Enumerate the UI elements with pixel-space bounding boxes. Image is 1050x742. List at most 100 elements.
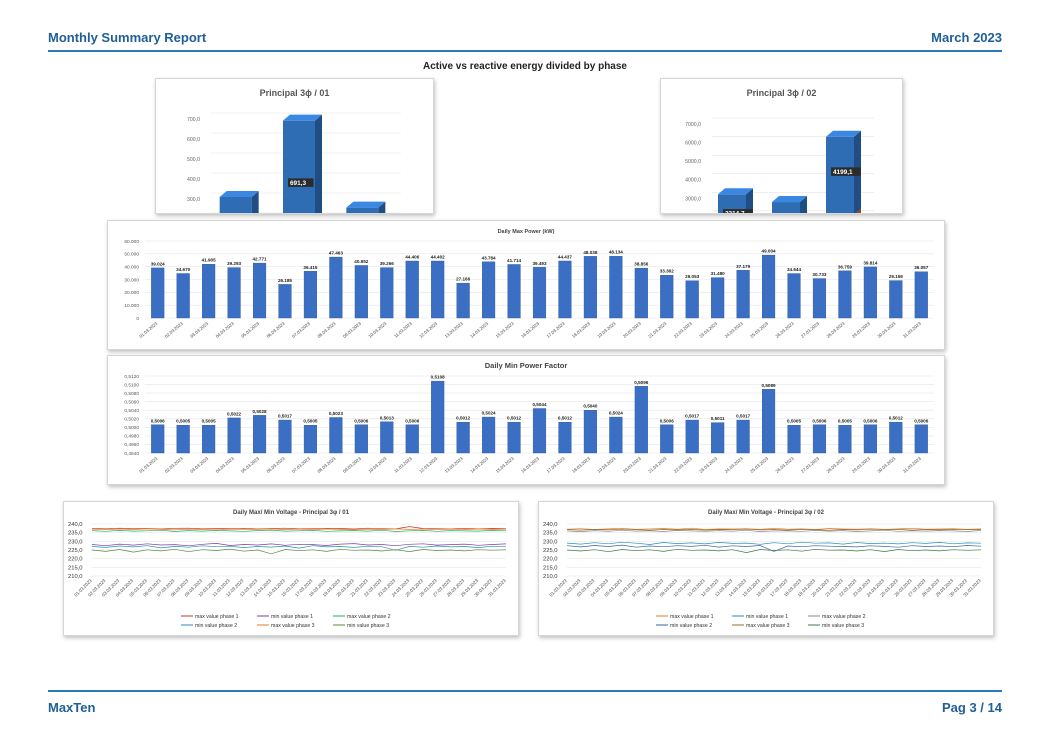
bar	[431, 260, 445, 319]
y-tick-label: 300,0	[187, 197, 200, 203]
bar	[889, 280, 903, 319]
x-tick-label: 10.03.2023	[367, 321, 387, 339]
x-tick-label: 23.03.2023	[698, 456, 718, 474]
x-tick-label: 04.03.2023	[215, 456, 235, 474]
data-label: 27.166	[456, 277, 470, 282]
legend-entry: max value phase 1	[670, 614, 714, 620]
data-label-bg	[831, 167, 861, 176]
data-label: 40.952	[354, 259, 368, 264]
data-label: 0,5024	[609, 411, 623, 416]
x-tick-label: 30.03.2023	[876, 321, 896, 339]
data-label: 0,5028	[253, 409, 267, 414]
bar-side	[746, 188, 753, 213]
x-tick-label: 26.03.2023	[775, 321, 795, 339]
chart-title: Daily Max/ Min Voltage - Principal 3φ / …	[708, 510, 825, 516]
data-label: 691,3	[290, 180, 306, 187]
bar	[329, 256, 343, 319]
data-label: 0,5017	[736, 414, 750, 419]
x-tick-label: 12.03.2023	[418, 321, 438, 339]
x-tick-label: 29.03.2023	[851, 321, 871, 339]
x-tick-label: 22.03.2023	[673, 321, 693, 339]
data-label: 30.733	[812, 272, 826, 277]
x-tick-label: 03.03.2023	[189, 456, 209, 474]
page-header: Monthly Summary Report March 2023	[48, 30, 1002, 52]
data-label: 29.053	[685, 274, 699, 279]
bar-top	[772, 196, 807, 203]
series-line-3	[91, 529, 507, 532]
bar	[507, 421, 521, 454]
bar	[303, 271, 317, 319]
y-tick-label: 215,0	[68, 565, 83, 571]
data-label: 39.293	[227, 261, 241, 266]
bar	[431, 380, 445, 454]
x-tick-label: 13.03.2023	[444, 456, 464, 474]
footer-brand: MaxTen	[48, 700, 96, 715]
data-label: 0,5013	[380, 415, 394, 420]
bar	[456, 282, 470, 319]
data-label: 44.437	[558, 254, 572, 259]
data-label: 0,5006	[660, 418, 674, 423]
bar	[787, 424, 801, 454]
voltage-chart-panel-01: Daily Max/ Min Voltage - Principal 3φ / …	[63, 501, 519, 636]
x-tick-label: 14.03.2023	[469, 456, 489, 474]
bar-top	[718, 188, 753, 195]
data-label: 39.266	[380, 261, 394, 266]
x-tick-label: 24.03.2023	[724, 321, 744, 339]
legend-entry: min value phase 3	[347, 623, 389, 629]
chart-title: Principal 3ɸ / 01	[260, 88, 330, 98]
y-tick-label: 0	[136, 316, 139, 322]
chart-title: Daily Max/ Min Voltage - Principal 3φ / …	[233, 510, 350, 516]
y-tick-label: 700,0	[187, 117, 200, 123]
page-footer: MaxTen Pag 3 / 14	[48, 690, 1002, 716]
y-tick-label: 210,0	[68, 574, 83, 580]
data-label-bg	[288, 178, 314, 187]
y-tick-label: 10.000	[124, 303, 139, 309]
x-tick-label: 28.03.2023	[826, 321, 846, 339]
bar-top	[826, 130, 861, 137]
legend-entry: max value phase 2	[822, 614, 866, 620]
bar	[660, 274, 674, 319]
bar	[303, 424, 317, 454]
bar	[151, 424, 165, 454]
y-tick-label: 0,4960	[124, 442, 139, 448]
x-tick-label: 21.03.2023	[647, 321, 667, 339]
bar-segment-active	[772, 202, 800, 213]
y-tick-label: 225,0	[543, 548, 558, 554]
section-title: Active vs reactive energy divided by pha…	[423, 61, 627, 72]
voltage-chart-01: Daily Max/ Min Voltage - Principal 3φ / …	[68, 510, 507, 629]
data-label: 0,5006	[914, 418, 928, 423]
chart-title: Daily Max Power (kW)	[498, 229, 555, 235]
y-tick-label: 220,0	[68, 557, 83, 563]
bar	[812, 424, 827, 454]
y-tick-label: 220,0	[543, 557, 558, 563]
data-label: 0,5022	[227, 411, 241, 416]
x-tick-label: 11.03.2023	[393, 321, 413, 339]
data-label: 37.179	[736, 264, 750, 269]
x-tick-label: 08.03.2023	[316, 321, 336, 339]
bar	[227, 417, 241, 454]
x-tick-label: 20.03.2023	[622, 321, 642, 339]
data-label: 39.493	[532, 261, 546, 266]
energy-chart-panel-01: Principal 3ɸ / 010,0100,0200,0300,0400,0…	[155, 78, 434, 214]
data-label: 48.134	[609, 250, 623, 255]
data-label: 0,5024	[482, 411, 496, 416]
x-tick-label: 17.03.2023	[546, 456, 566, 474]
x-tick-label: 06.03.2023	[266, 456, 286, 474]
x-tick-label: 12.03.2023	[418, 456, 438, 474]
chart-title: Daily Min Power Factor	[485, 361, 568, 370]
bar-top	[346, 201, 386, 208]
legend-entry: min value phase 2	[195, 623, 237, 629]
data-label: 36.759	[838, 264, 852, 269]
energy-chart-panel-02: Principal 3ɸ / 020,01000,02000,03000,040…	[660, 78, 903, 214]
legend-entry: max value phase 3	[746, 623, 790, 629]
y-tick-label: 40.000	[124, 264, 139, 270]
x-tick-label: 09.03.2023	[342, 321, 362, 339]
y-tick-label: 235,0	[543, 531, 558, 537]
series-line-4	[566, 544, 982, 552]
x-tick-label: 31.03.2023	[902, 321, 922, 339]
bar	[609, 256, 623, 319]
legend-entry: min value phase 1	[271, 614, 313, 620]
data-label: 31.480	[711, 271, 725, 276]
bar	[278, 419, 292, 454]
bar	[863, 266, 877, 319]
